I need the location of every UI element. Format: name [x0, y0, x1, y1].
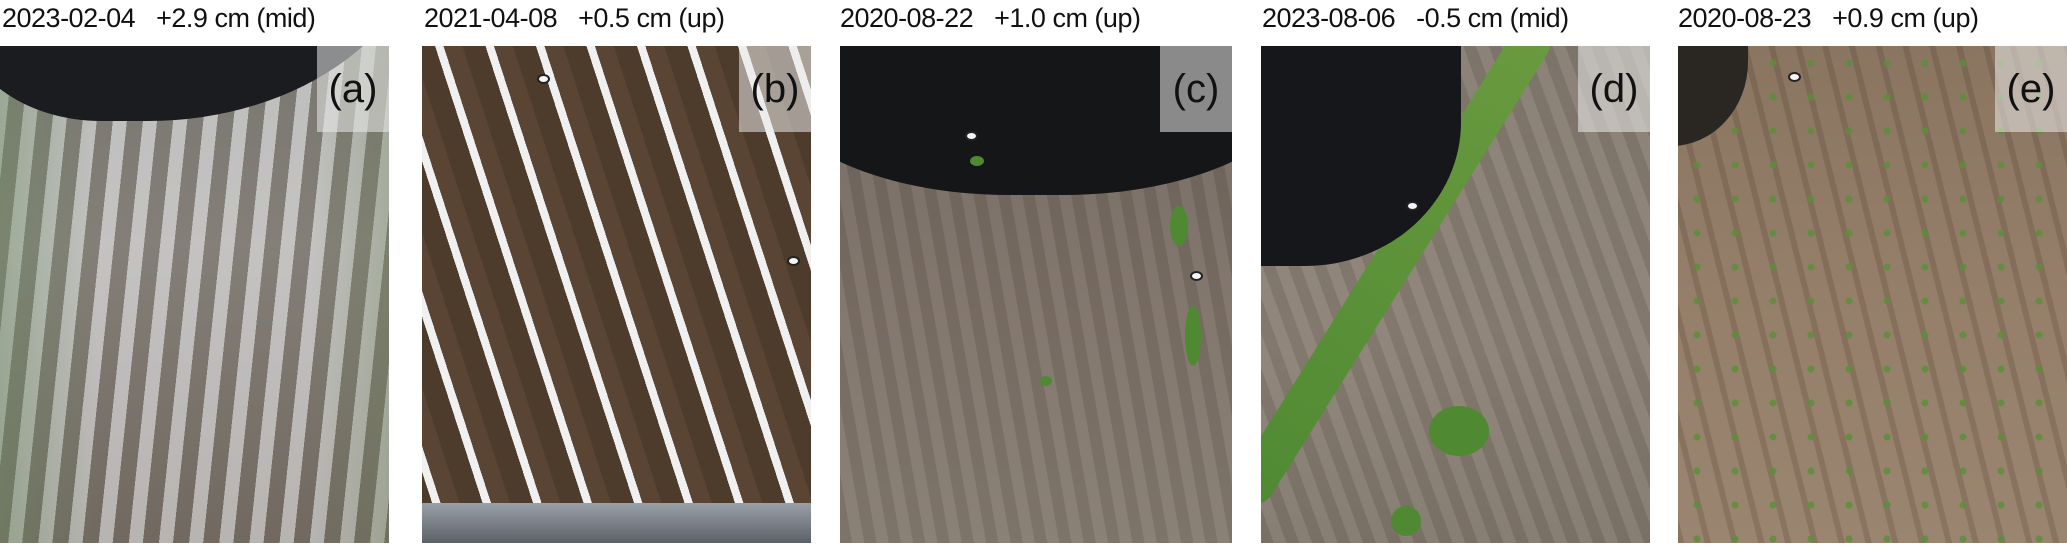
seedling [970, 156, 984, 166]
solar-panel-edge [422, 503, 811, 543]
caption-offset: +0.9 cm (up) [1832, 3, 1979, 33]
photo-c-seedlings: (c) [840, 46, 1232, 543]
ground-marker [965, 131, 978, 141]
ground-marker [537, 74, 550, 84]
caption-date: 2021-04-08 [424, 3, 558, 33]
panel-label-b: (b) [739, 46, 811, 132]
caption-offset: -0.5 cm (mid) [1416, 3, 1569, 33]
seedling [1185, 306, 1201, 366]
caption-date: 2023-02-04 [2, 3, 136, 33]
caption-offset: +2.9 cm (mid) [156, 3, 316, 33]
caption-a: 2023-02-04 +2.9 cm (mid) [2, 0, 316, 42]
caption-d: 2023-08-06 -0.5 cm (mid) [1262, 0, 1569, 42]
panel-label-e: (e) [1995, 46, 2067, 132]
seedling [1040, 376, 1052, 386]
ground-marker [787, 256, 800, 266]
caption-c: 2020-08-22 +1.0 cm (up) [840, 0, 1141, 42]
caption-b: 2021-04-08 +0.5 cm (up) [424, 0, 725, 42]
caption-date: 2020-08-22 [840, 3, 974, 33]
photo-e-seedlings: (e) [1678, 46, 2067, 543]
caption-e: 2020-08-23 +0.9 cm (up) [1678, 0, 1979, 42]
ground-marker [1788, 72, 1801, 82]
caption-offset: +0.5 cm (up) [578, 3, 725, 33]
photo-a-frost-field: (a) [0, 46, 389, 543]
caption-offset: +1.0 cm (up) [994, 3, 1141, 33]
seedling [1170, 206, 1188, 246]
panel-label-d: (d) [1578, 46, 1650, 132]
panel-label-a: (a) [317, 46, 389, 132]
caption-date: 2020-08-23 [1678, 3, 1812, 33]
panel-label-c: (c) [1160, 46, 1232, 132]
weed-patch [1429, 406, 1489, 456]
caption-date: 2023-08-06 [1262, 3, 1396, 33]
ground-marker [1406, 201, 1419, 211]
photo-d-weed-strip: (d) [1261, 46, 1650, 543]
photo-b-snow-rows: (b) [422, 46, 811, 543]
ground-marker [1190, 271, 1203, 281]
weed-patch [1391, 506, 1421, 536]
